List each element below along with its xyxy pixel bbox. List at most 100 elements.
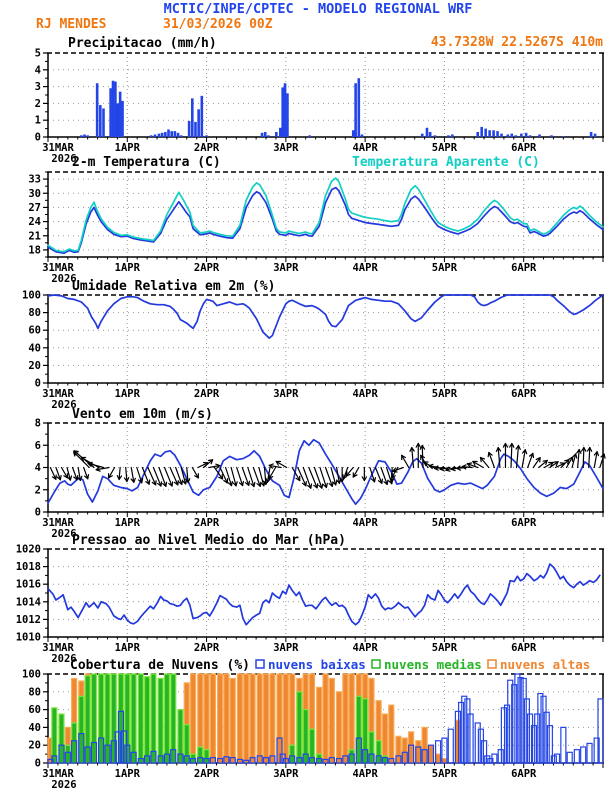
svg-text:5APR: 5APR (432, 642, 458, 654)
svg-text:1APR: 1APR (115, 768, 141, 780)
svg-text:1APR: 1APR (115, 642, 141, 654)
svg-text:3APR: 3APR (273, 262, 299, 274)
svg-text:5: 5 (35, 48, 41, 60)
svg-text:21: 21 (28, 230, 41, 242)
station-name: RJ MENDES (36, 17, 107, 32)
pres-frame (47, 548, 604, 638)
svg-text:5APR: 5APR (432, 142, 458, 154)
svg-text:1APR: 1APR (115, 517, 141, 529)
model-title: MCTIC/INPE/CPTEC - MODELO REGIONAL WRF (164, 1, 473, 17)
cloud-low-legend-icon (255, 659, 265, 669)
svg-text:6APR: 6APR (511, 642, 537, 654)
rh-grid (48, 295, 603, 383)
svg-text:4APR: 4APR (352, 642, 378, 654)
svg-text:2: 2 (35, 484, 41, 496)
run-datetime: 31/03/2026 00Z (163, 17, 273, 32)
svg-text:24: 24 (28, 216, 41, 228)
svg-text:1APR: 1APR (115, 262, 141, 274)
svg-text:20: 20 (28, 740, 41, 752)
svg-text:5APR: 5APR (432, 262, 458, 274)
svg-text:31MAR: 31MAR (42, 142, 74, 154)
svg-text:30: 30 (28, 188, 41, 200)
svg-text:6APR: 6APR (511, 142, 537, 154)
svg-text:0: 0 (35, 132, 41, 144)
precip-frame (47, 52, 604, 138)
svg-text:6: 6 (35, 440, 41, 452)
svg-text:31MAR: 31MAR (42, 388, 74, 400)
svg-text:1012: 1012 (16, 614, 41, 626)
svg-text:4APR: 4APR (352, 517, 378, 529)
svg-text:5APR: 5APR (432, 768, 458, 780)
station-coordinates: 43.7328W 22.5267S 410m (431, 35, 603, 50)
panel-title-precipitation: Precipitacao (mm/h) (68, 36, 217, 51)
panel-title-humidity: Umidade Relativa em 2m (%) (72, 279, 276, 294)
svg-text:4: 4 (35, 462, 41, 474)
temp-grid (48, 172, 603, 257)
svg-text:2: 2 (35, 98, 41, 110)
svg-text:20: 20 (28, 360, 41, 372)
temp-frame (47, 171, 604, 258)
svg-text:2026: 2026 (51, 779, 76, 791)
svg-text:1020: 1020 (16, 544, 41, 556)
svg-text:6APR: 6APR (511, 262, 537, 274)
pres-series (47, 563, 601, 626)
svg-text:27: 27 (28, 202, 41, 214)
panel-title-pressure: Pressao ao Nivel Medio do Mar (hPa) (72, 533, 346, 548)
svg-text:2APR: 2APR (194, 517, 220, 529)
svg-text:6APR: 6APR (511, 388, 537, 400)
rh-series (47, 294, 604, 339)
svg-text:2APR: 2APR (194, 642, 220, 654)
panel-title-clouds: Cobertura de Nuvens (%) (70, 658, 250, 673)
cloud-mid-legend-icon (371, 659, 381, 669)
svg-text:3APR: 3APR (273, 517, 299, 529)
cloud-low-legend-label: nuvens baixas (268, 657, 366, 672)
temp-series (47, 177, 604, 255)
precip-series (80, 78, 597, 137)
svg-text:100: 100 (22, 290, 41, 302)
svg-text:100: 100 (22, 669, 41, 681)
svg-text:1016: 1016 (16, 579, 41, 591)
svg-text:2APR: 2APR (194, 262, 220, 274)
svg-text:2026: 2026 (51, 653, 76, 665)
svg-text:33: 33 (28, 174, 41, 186)
svg-text:4APR: 4APR (352, 768, 378, 780)
svg-text:4APR: 4APR (352, 142, 378, 154)
svg-text:31MAR: 31MAR (42, 642, 74, 654)
svg-text:5APR: 5APR (432, 517, 458, 529)
svg-text:3APR: 3APR (273, 142, 299, 154)
svg-text:1014: 1014 (16, 596, 41, 608)
svg-text:5APR: 5APR (432, 388, 458, 400)
svg-text:3APR: 3APR (273, 642, 299, 654)
clouds-series (47, 673, 604, 764)
svg-text:31MAR: 31MAR (42, 517, 74, 529)
wind-series (47, 438, 604, 506)
svg-text:0: 0 (35, 378, 41, 390)
panel-title-apparent-temperature: Temperatura Aparente (C) (352, 155, 540, 170)
panel-title-temperature: 2-m Temperatura (C) (72, 155, 221, 170)
svg-text:31MAR: 31MAR (42, 768, 74, 780)
svg-text:60: 60 (28, 704, 41, 716)
rh-frame (47, 294, 604, 384)
svg-text:2026: 2026 (51, 153, 76, 165)
svg-text:1APR: 1APR (115, 142, 141, 154)
wind-direction-arrows (49, 442, 606, 489)
svg-text:8: 8 (35, 418, 41, 430)
svg-text:2026: 2026 (51, 273, 76, 285)
cloud-high-legend-label: nuvens altas (500, 657, 590, 672)
svg-text:80: 80 (28, 307, 41, 319)
svg-text:6APR: 6APR (511, 517, 537, 529)
svg-text:1010: 1010 (16, 632, 41, 644)
svg-text:1APR: 1APR (115, 388, 141, 400)
